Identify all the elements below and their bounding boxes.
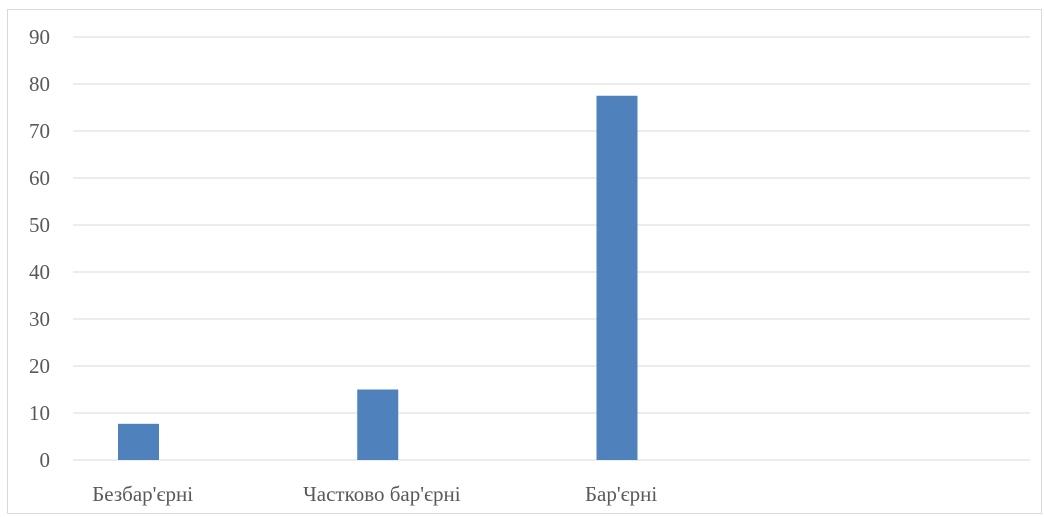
x-axis-category-labels: Безбар'єрні Частково бар'єрні Бар'єрні (92, 482, 657, 506)
x-category-label: Частково бар'єрні (303, 482, 461, 506)
bar-2 (357, 389, 399, 460)
y-tick-label: 60 (29, 166, 50, 190)
gridlines (73, 36, 1030, 461)
y-tick-label: 90 (29, 25, 50, 49)
y-tick-label: 30 (29, 307, 50, 331)
y-tick-label: 40 (29, 260, 50, 284)
y-tick-label: 70 (29, 119, 50, 143)
bars (118, 95, 638, 460)
x-category-label: Безбар'єрні (92, 482, 193, 506)
bar-1 (118, 423, 159, 460)
bar-3 (596, 95, 638, 460)
y-tick-label: 10 (29, 401, 50, 425)
chart-frame (7, 9, 1042, 514)
y-tick-label: 20 (29, 354, 50, 378)
y-tick-label: 50 (29, 213, 50, 237)
y-tick-label: 80 (29, 72, 50, 96)
y-tick-label: 0 (40, 448, 51, 472)
y-axis-tick-labels: 0 10 20 30 40 50 60 70 80 90 (29, 25, 50, 472)
x-category-label: Бар'єрні (585, 482, 657, 506)
